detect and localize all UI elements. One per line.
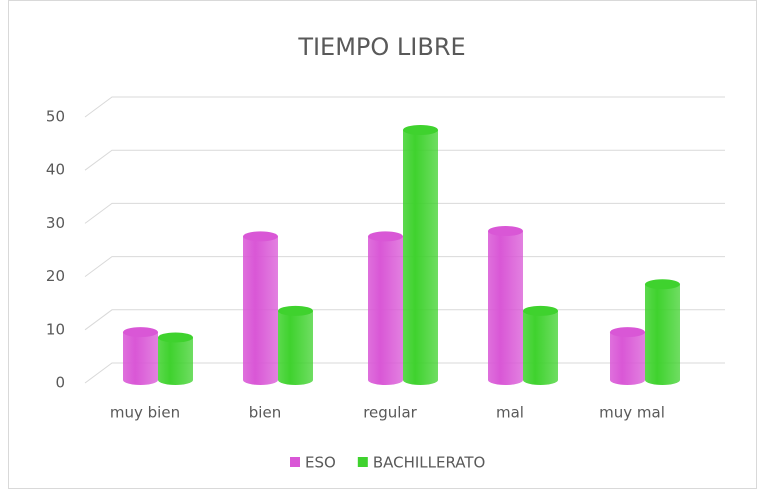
bar-top (243, 231, 278, 242)
grid-line (84, 202, 725, 224)
x-tick-label: muy bien (110, 404, 180, 422)
bar-top (645, 279, 680, 290)
bar (403, 124, 438, 385)
bar (278, 305, 313, 385)
bar-top (158, 332, 193, 343)
x-tick-label: bien (249, 404, 281, 422)
legend-swatch (357, 457, 368, 467)
legend-label: ESO (305, 454, 336, 472)
bar (645, 279, 680, 385)
grid-line (84, 149, 725, 171)
bar-body (488, 231, 523, 385)
bar-body (123, 332, 158, 385)
chart-title: TIEMPO LIBRE (297, 33, 465, 61)
bar (123, 327, 158, 385)
bar-body (158, 337, 193, 385)
bar-top (123, 327, 158, 338)
y-tick-label: 10 (46, 320, 65, 338)
bar-top (610, 327, 645, 338)
y-tick-label: 0 (55, 374, 65, 392)
y-tick-label: 30 (46, 214, 65, 232)
bar (243, 231, 278, 385)
x-tick-label: muy mal (599, 404, 665, 422)
bar-body (243, 236, 278, 385)
bar-body (368, 236, 403, 385)
grid-line (84, 96, 725, 118)
x-tick-label: mal (496, 404, 524, 422)
y-tick-label: 20 (46, 267, 65, 285)
bar-top (523, 305, 558, 316)
bar-body (610, 332, 645, 385)
bar (158, 332, 193, 385)
bar (488, 226, 523, 385)
x-tick-label: regular (363, 404, 417, 422)
y-tick-label: 50 (46, 108, 65, 126)
bar (523, 305, 558, 385)
bar (610, 327, 645, 385)
bar-top (488, 226, 523, 237)
bar-body (645, 284, 680, 385)
bar-body (523, 310, 558, 385)
bar-body (278, 310, 313, 385)
legend-swatch (290, 457, 300, 467)
bar-top (403, 124, 438, 135)
bar-top (368, 231, 403, 242)
bar-top (278, 305, 313, 316)
bar (368, 231, 403, 385)
y-tick-label: 40 (46, 161, 65, 179)
bar-body (403, 129, 438, 385)
legend-label: BACHILLERATO (373, 454, 486, 472)
